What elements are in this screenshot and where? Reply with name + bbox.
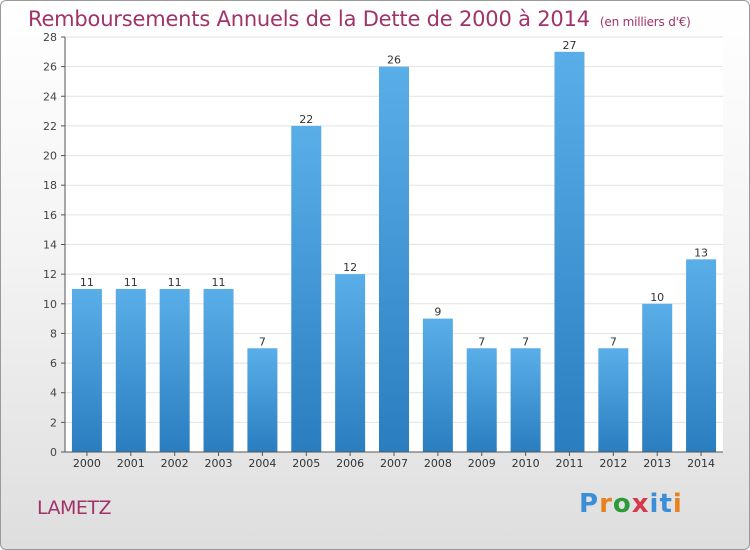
x-tick-label: 2004 <box>248 457 276 470</box>
bar <box>466 348 497 452</box>
data-label: 13 <box>694 246 708 259</box>
bar <box>422 318 453 452</box>
chart-unit: (en milliers d'€) <box>599 15 691 29</box>
data-label: 27 <box>562 39 576 52</box>
x-tick-label: 2005 <box>292 457 320 470</box>
x-tick-label: 2006 <box>336 457 364 470</box>
y-tick-label: 14 <box>43 239 57 252</box>
bar <box>554 51 585 452</box>
bar <box>247 348 278 452</box>
y-tick-label: 2 <box>50 416 57 429</box>
data-label: 26 <box>387 54 401 67</box>
bar <box>642 303 673 452</box>
data-labels: 11 11 11 11 7 22 12 26 9 7 7 27 7 10 13 <box>80 39 708 348</box>
x-tick-label: 2001 <box>117 457 145 470</box>
logo-letter: t <box>659 489 673 519</box>
bar <box>510 348 541 452</box>
chart-title: Remboursements Annuels de la Dette de 20… <box>28 7 691 31</box>
y-tick-label: 20 <box>43 150 57 163</box>
bars <box>71 51 717 453</box>
x-tick-label: 2012 <box>599 457 627 470</box>
y-tick-label: 12 <box>43 268 57 281</box>
data-label: 12 <box>343 261 357 274</box>
x-tick-label: 2009 <box>468 457 496 470</box>
x-tick-label: 2013 <box>643 457 671 470</box>
bar <box>203 288 234 452</box>
logo-letter: i <box>672 489 683 519</box>
data-label: 7 <box>522 335 529 348</box>
y-tick-label: 8 <box>50 327 57 340</box>
x-tick-label: 2008 <box>424 457 452 470</box>
x-tick-label: 2003 <box>205 457 233 470</box>
x-tick-label: 2000 <box>73 457 101 470</box>
y-tick-label: 26 <box>43 61 57 74</box>
bar <box>291 125 322 452</box>
data-label: 11 <box>124 276 138 289</box>
y-tick-label: 22 <box>43 120 57 133</box>
y-tick-label: 4 <box>50 387 57 400</box>
chart-title-text: Remboursements Annuels de la Dette de 20… <box>28 7 590 31</box>
y-tick-label: 10 <box>43 298 57 311</box>
logo-letter: o <box>612 489 632 519</box>
bar <box>335 274 366 452</box>
x-tick-label: 2010 <box>512 457 540 470</box>
data-label: 7 <box>478 335 485 348</box>
data-label: 22 <box>299 113 313 126</box>
logo-letter: i <box>649 489 660 519</box>
data-label: 11 <box>80 276 94 289</box>
bar <box>686 259 717 452</box>
data-label: 10 <box>650 291 664 304</box>
logo-letter: r <box>599 489 613 519</box>
commune-name: LAMETZ <box>37 497 112 519</box>
bar <box>598 348 629 452</box>
logo-letter: P <box>579 489 600 519</box>
data-label: 11 <box>212 276 226 289</box>
y-tick-label: 6 <box>50 357 57 370</box>
logo-letters: Proxiti <box>579 489 683 519</box>
data-label: 7 <box>610 335 617 348</box>
y-tick-label: 28 <box>43 31 57 44</box>
y-tick-label: 16 <box>43 209 57 222</box>
data-label: 9 <box>434 306 441 319</box>
bar <box>115 288 146 452</box>
x-tick-label: 2002 <box>161 457 189 470</box>
proxiti-logo: Proxiti <box>579 489 683 519</box>
x-tick-label: 2007 <box>380 457 408 470</box>
bar <box>159 288 190 452</box>
bar <box>71 288 102 452</box>
bar <box>379 66 409 453</box>
data-label: 11 <box>168 276 182 289</box>
logo-letter: x <box>631 489 650 519</box>
y-tick-label: 18 <box>43 179 57 192</box>
x-tick-label: 2011 <box>555 457 583 470</box>
y-tick-label: 24 <box>43 90 57 103</box>
data-label: 7 <box>259 335 266 348</box>
y-tick-label: 0 <box>50 446 57 459</box>
x-tick-label: 2014 <box>687 457 715 470</box>
